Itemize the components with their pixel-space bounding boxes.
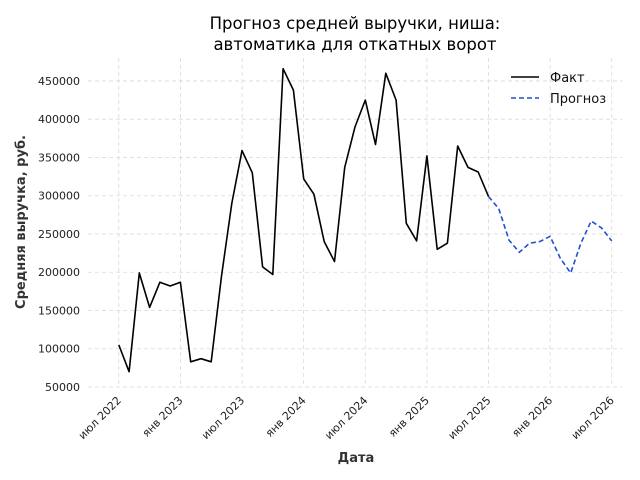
x-tick-label: янв 2026 (509, 394, 555, 440)
y-tick-label: 50000 (45, 381, 80, 394)
x-tick-label: июл 2025 (446, 394, 494, 442)
x-tick-label: янв 2024 (263, 394, 309, 440)
y-tick-label: 100000 (38, 343, 80, 356)
y-tick-label: 250000 (38, 228, 80, 241)
x-tick-label: янв 2023 (140, 394, 186, 440)
legend-label-fact: Факт (550, 71, 585, 86)
legend: Факт Прогноз (511, 71, 606, 107)
x-tick-label: янв 2025 (386, 394, 432, 440)
legend-label-forecast: Прогноз (550, 92, 606, 107)
x-tick-label: июл 2023 (199, 394, 247, 442)
x-tick-label: июл 2024 (322, 394, 370, 442)
series-line-forecast (487, 195, 613, 274)
x-tick-label: июл 2022 (76, 394, 124, 442)
y-tick-label: 200000 (38, 266, 80, 279)
y-tick-label: 450000 (38, 75, 80, 88)
y-tick-label: 300000 (38, 190, 80, 203)
y-axis-label: Средняя выручка, руб. (14, 135, 29, 309)
y-tick-label: 350000 (38, 151, 80, 164)
series-line-fact (118, 67, 490, 373)
y-tick-label: 150000 (38, 304, 80, 317)
y-tick-labels: 50000 100000 150000 200000 250000 300000 35000… (38, 75, 80, 394)
series-lines (118, 67, 613, 373)
chart-title-line-1: Прогноз средней выручки, ниша: (210, 14, 501, 33)
grid-lines (88, 58, 622, 388)
y-tick-label: 400000 (38, 113, 80, 126)
x-axis-label: Дата (338, 451, 375, 466)
x-tick-labels: июл 2022 янв 2023 июл 2023 янв 2024 июл 2024… (76, 394, 617, 442)
x-tick-label: июл 2026 (569, 394, 617, 442)
chart-title-line-2: автоматика для откатных ворот (213, 35, 496, 54)
